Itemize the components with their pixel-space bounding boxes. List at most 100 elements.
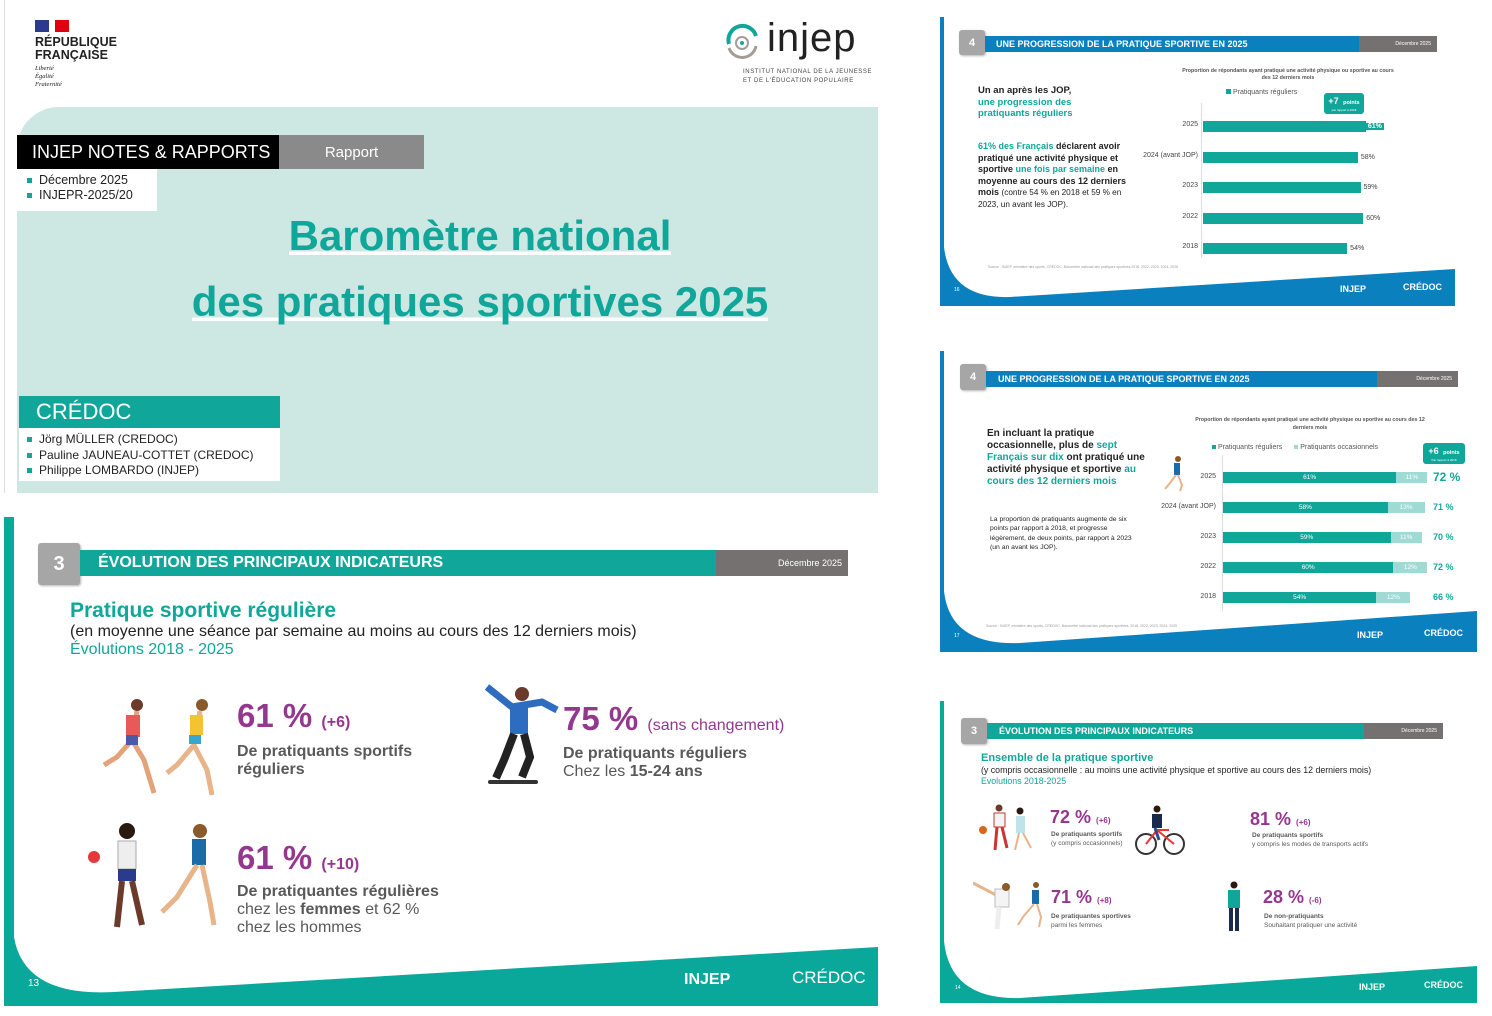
page-number: 13: [28, 978, 40, 989]
motto-egalite: Égalité: [35, 73, 54, 80]
stat-value: 71 % (+8): [1051, 887, 1112, 907]
axis-tick-label: 2018: [1182, 243, 1198, 250]
cyclist-illustration: [1135, 805, 1185, 855]
slide-subheading: (en moyenne une séance par semaine au mo…: [70, 623, 637, 640]
report-title-line1: Baromètre national: [288, 212, 672, 259]
footer-injep: INJEP: [684, 971, 731, 988]
injep-subtitle-1: INSTITUT NATIONAL DE LA JEUNESSE: [743, 69, 873, 75]
author-item: Jörg MÜLLER (CREDOC): [25, 432, 274, 448]
stat-value: 72 % (+6): [1050, 807, 1111, 827]
slide-heading: Pratique sportive régulière: [70, 599, 337, 622]
bar-regular: 60%: [1223, 562, 1394, 573]
bar-regular: 58%: [1223, 502, 1388, 513]
data-label: 60%: [1366, 215, 1381, 222]
slide-heading: Ensemble de la pratique sportive: [981, 752, 1154, 764]
republique-francaise-logo: RÉPUBLIQUE FRANÇAISE Liberté Égalité Fra…: [35, 20, 117, 89]
axis-tick-label: 2024 (avant JOP): [1143, 152, 1198, 159]
report-title-line2: des pratiques sportives 2025: [191, 278, 769, 325]
footer-credoc: CRÉDOC: [1424, 628, 1464, 638]
bar-regular: 59%: [1223, 532, 1391, 543]
date-label: Décembre 2025: [1377, 371, 1458, 387]
axis-tick-label: 2022: [1182, 213, 1198, 220]
page-number: 14: [955, 985, 961, 991]
source-note: Source : INJEP, ministère des sports, CR…: [986, 624, 1177, 628]
footer-injep: INJEP: [1357, 630, 1384, 640]
section-title-bar: UNE PROGRESSION DE LA PRATIQUE SPORTIVE …: [986, 371, 1377, 387]
section-title-bar: UNE PROGRESSION DE LA PRATIQUE SPORTIVE …: [985, 36, 1359, 52]
section-number-badge: 3: [961, 718, 987, 744]
stat-label: De pratiquants réguliers Chez les 15-24 a…: [563, 745, 748, 780]
injep-spiral-icon: [726, 23, 758, 59]
bar-occasional: 12%: [1393, 562, 1428, 573]
report-meta: Décembre 2025 INJEPR-2025/20: [17, 169, 157, 211]
bar-occasional: 12%: [1376, 592, 1411, 603]
injep-wordmark: injep: [767, 16, 857, 60]
stat-label: De pratiquantes régulières chez les femme…: [237, 883, 439, 936]
karate-runner-illustration: [973, 881, 1043, 930]
injep-subtitle-2: ET DE L'ÉDUCATION POPULAIRE: [743, 78, 854, 84]
republic-line1: RÉPUBLIQUE: [35, 35, 117, 49]
axis-tick-label: 2023: [1200, 533, 1216, 540]
flag-icon: [35, 20, 69, 32]
stat-label: De pratiquants sportifs y compris les mod…: [1252, 832, 1368, 848]
republic-line2: FRANÇAISE: [35, 48, 108, 62]
total-label: 72 %: [1433, 562, 1454, 572]
authors-list: Jörg MÜLLER (CREDOC) Pauline JAUNEAU-COT…: [19, 428, 280, 481]
page-number: 16: [954, 287, 960, 293]
legend-occasional: Pratiquants occasionnels: [1300, 444, 1379, 451]
data-label: 59%: [1363, 184, 1378, 191]
author-item: Philippe LOMBARDO (INJEP): [25, 463, 274, 479]
slide-16: 4 UNE PROGRESSION DE LA PRATIQUE SPORTIV…: [940, 17, 1455, 306]
slide-subheading: (y compris occasionnelle : au moins une …: [981, 765, 1372, 775]
data-label: 54%: [1350, 245, 1365, 252]
bar-regular: 54%: [1223, 592, 1377, 603]
axis-tick-label: 2022: [1200, 563, 1216, 570]
stat-value: 61 % (+10): [237, 839, 360, 876]
slide-17: 4 UNE PROGRESSION DE LA PRATIQUE SPORTIV…: [940, 351, 1477, 652]
footer-credoc: CRÉDOC: [1403, 282, 1443, 292]
stat-label: De pratiquantes sportives parmi les femme…: [1051, 913, 1131, 929]
women-athletes-illustration: [88, 823, 217, 928]
date-label: Décembre 2025: [716, 550, 848, 576]
stat-value: 75 % (sans changement): [563, 700, 785, 737]
body-text: La proportion de pratiquants augmente de…: [990, 516, 1132, 551]
legend-regular: Pratiquants réguliers: [1218, 444, 1283, 451]
report-id: INJEPR-2025/20: [25, 188, 149, 203]
total-label: 71 %: [1433, 502, 1454, 512]
bar-occasional: 11%: [1396, 472, 1428, 483]
bar: [1203, 121, 1366, 132]
motto-fraternite: Fraternité: [35, 81, 62, 88]
lead-text: En incluant la pratique occasionnelle, p…: [987, 428, 1145, 487]
axis-tick-label: 2023: [1182, 182, 1198, 189]
runners-illustration: [102, 699, 215, 796]
report-type-label: Rapport: [279, 135, 424, 169]
section-title-bar: ÉVOLUTION DES PRINCIPAUX INDICATEURS: [80, 550, 716, 576]
motto-liberte: Liberté: [35, 65, 54, 72]
footer-credoc: CRÉDOC: [792, 968, 866, 987]
slide-13: 3 ÉVOLUTION DES PRINCIPAUX INDICATEURS D…: [4, 517, 878, 1006]
section-number-badge: 4: [959, 30, 985, 55]
skateboarder-illustration: [484, 684, 559, 784]
bar: [1203, 243, 1348, 254]
period-label: Évolutions 2018 - 2025: [70, 641, 234, 658]
stat-value: 81 % (+6): [1250, 809, 1311, 829]
date-label: Décembre 2025: [1364, 723, 1443, 739]
date-label: Décembre 2025: [1359, 36, 1437, 52]
footer-injep: INJEP: [1359, 982, 1386, 992]
bar-occasional: 11%: [1390, 532, 1422, 543]
callout-badge: +7 points par rapport à 2018: [1324, 93, 1364, 114]
axis-tick-label: 2018: [1200, 593, 1216, 600]
legend: Pratiquants réguliers Pratiquants occasio…: [1212, 444, 1378, 451]
standing-man-illustration: [1228, 881, 1240, 931]
bar: [1203, 182, 1361, 193]
report-cover: RÉPUBLIQUE FRANÇAISE Liberté Égalité Fra…: [4, 0, 878, 493]
series-label: INJEP NOTES & RAPPORTS: [17, 135, 279, 169]
axis-tick-label: 2025: [1182, 121, 1198, 128]
bar: [1203, 152, 1358, 163]
bar-occasional: 13%: [1387, 502, 1425, 513]
total-label: 70 %: [1433, 532, 1454, 542]
total-label: 72 %: [1433, 470, 1461, 484]
slide-14: 3 ÉVOLUTION DES PRINCIPAUX INDICATEURS D…: [940, 701, 1477, 1003]
stat-value: 61 % (+6): [237, 697, 351, 734]
axis-tick-label: 2025: [1200, 473, 1216, 480]
